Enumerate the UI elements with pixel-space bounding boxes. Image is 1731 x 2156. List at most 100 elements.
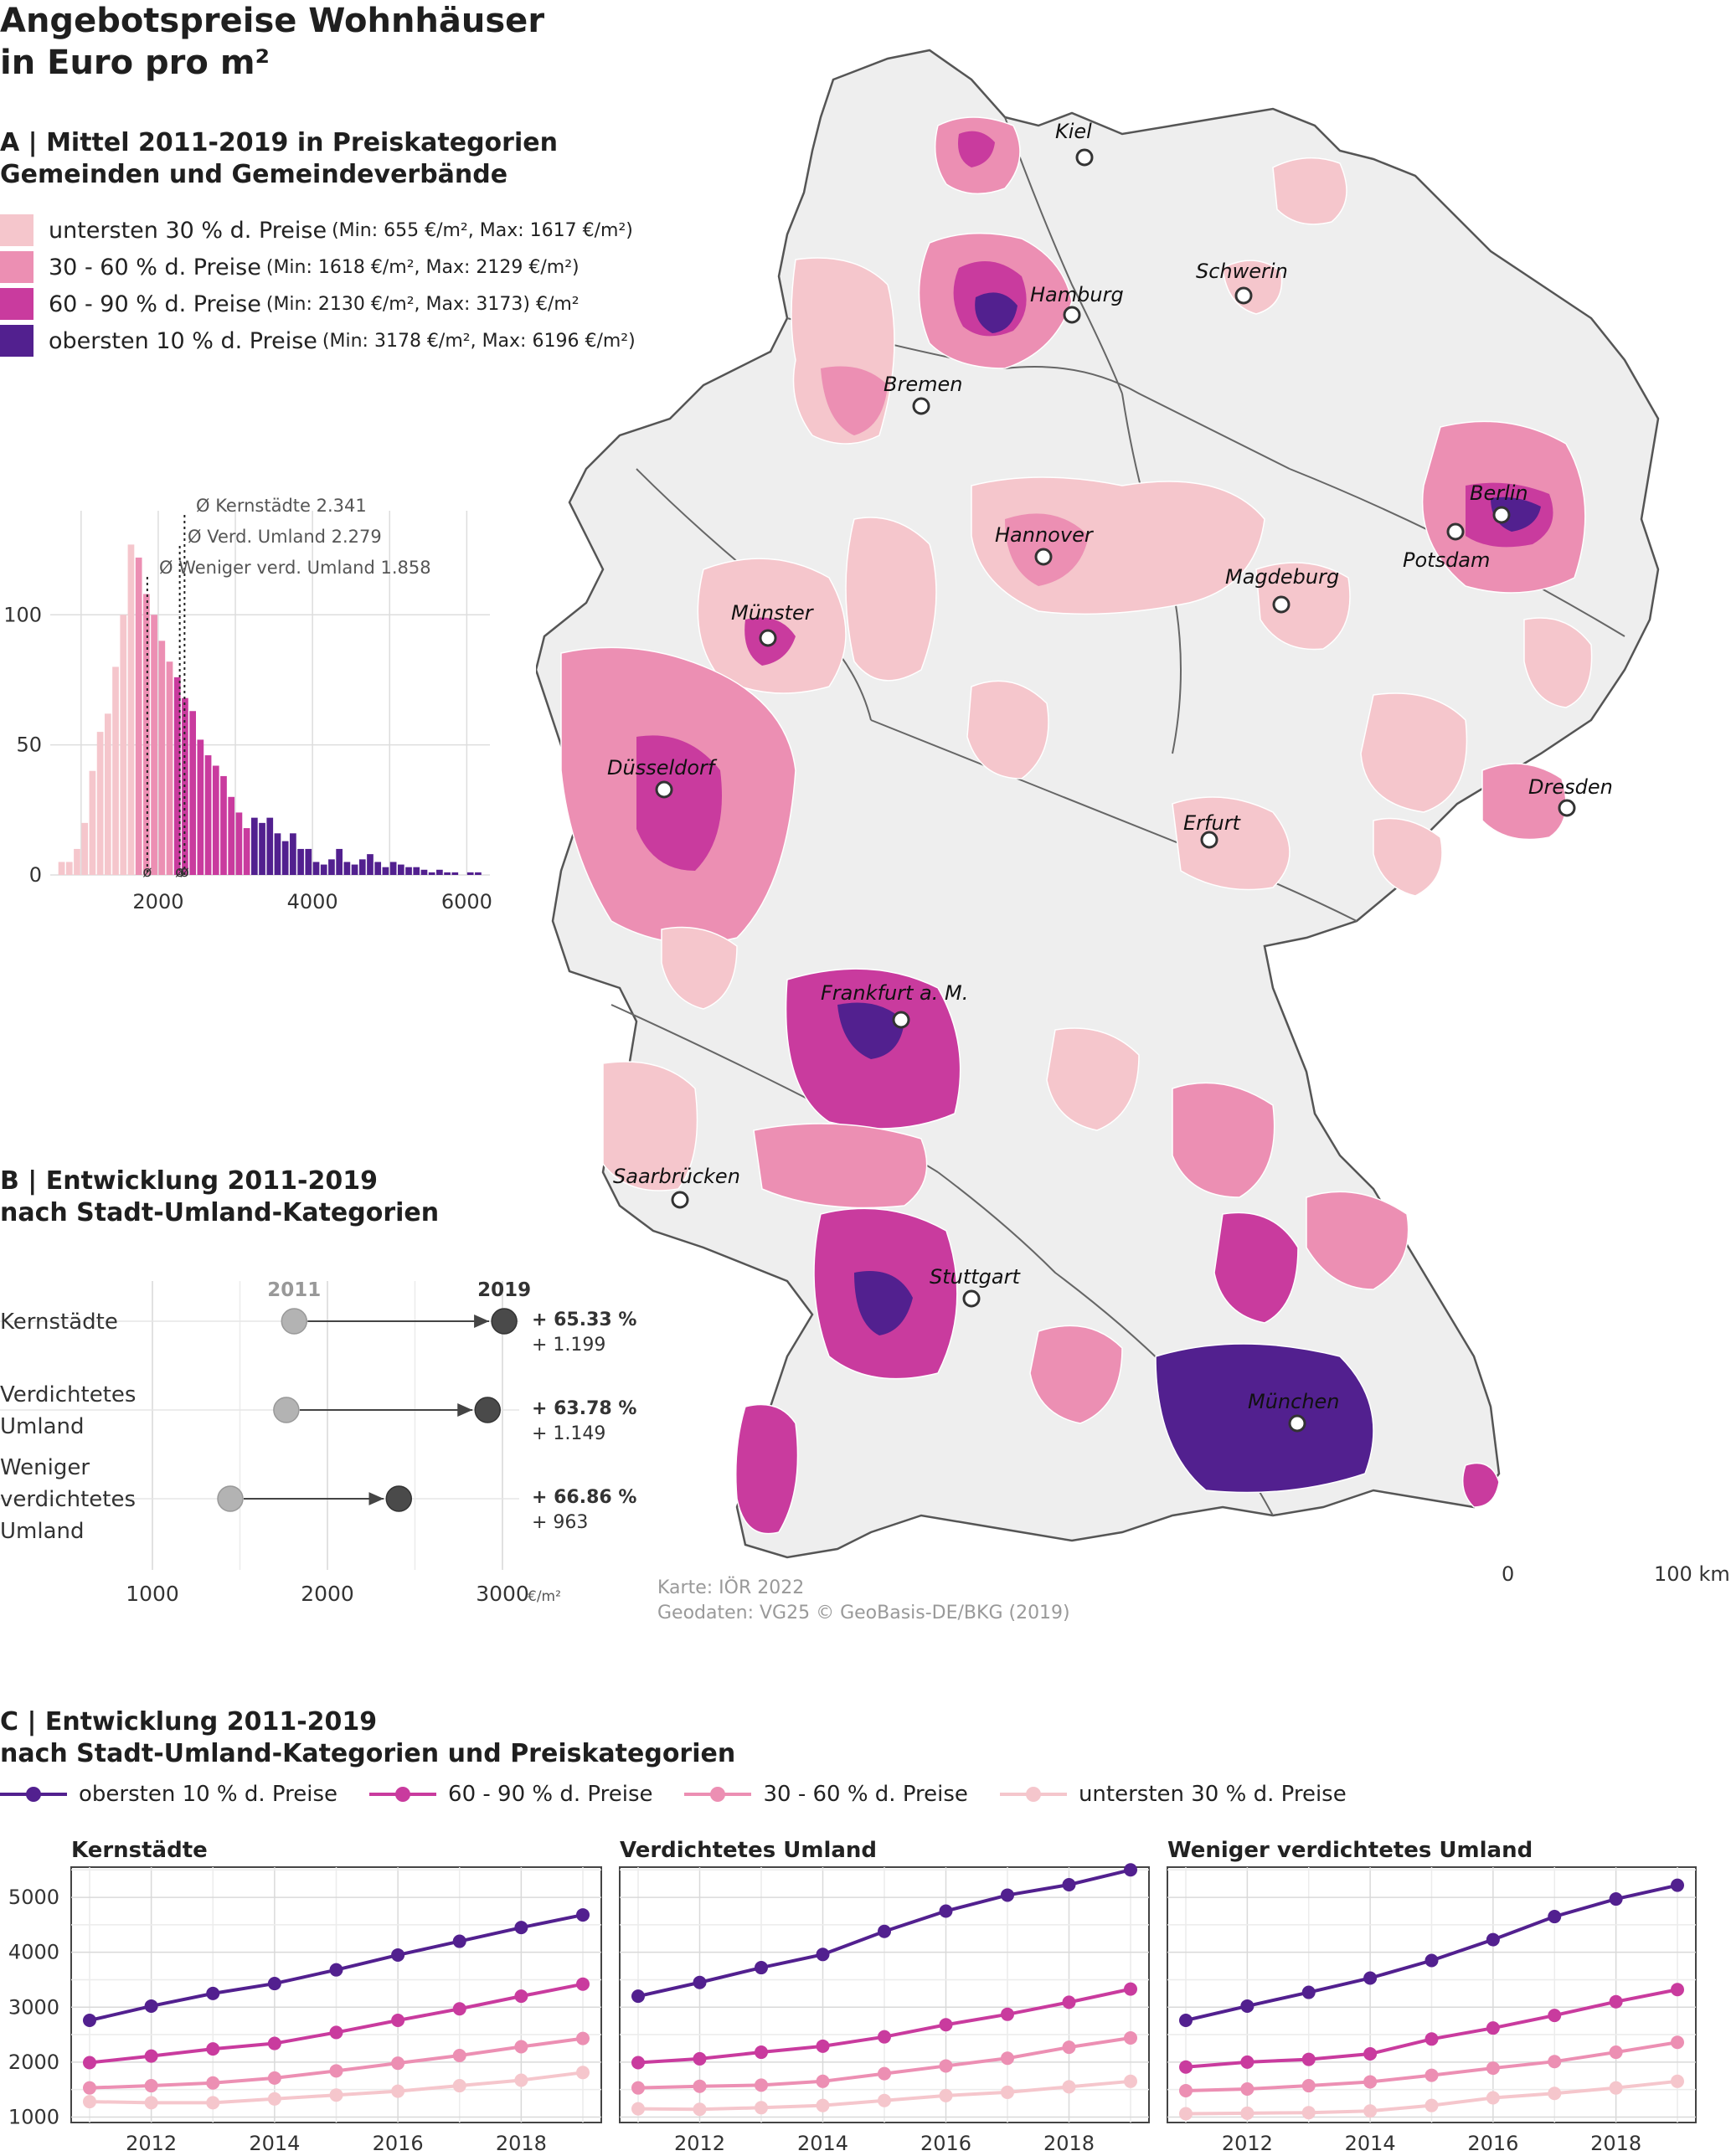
data-point [576, 1977, 590, 1991]
development-dumbbell-chart: Kernstädte + 65.33 % + 1.199 Verdichtetes Um… [0, 1279, 636, 1606]
legend-series-label: 30 - 60 % d. Preise [763, 1782, 968, 1807]
data-point [1671, 1983, 1684, 1997]
x-tick-label: 2014 [249, 2132, 300, 2155]
city-label: Potsdam [1403, 548, 1490, 572]
data-point [83, 2095, 96, 2109]
region-bremen [791, 257, 895, 445]
data-point [1124, 2030, 1137, 2045]
legend-line-marker [0, 1787, 67, 1802]
histogram-bar [127, 544, 135, 875]
legend-item-lowest: untersten 30 % d. Preise (Min: 655 €/m²,… [0, 214, 633, 246]
section-b-title-line-2: nach Stadt-Umland-Kategorien [0, 1198, 440, 1227]
region-stuttgart [813, 1207, 958, 1380]
dumbbell-rows: Kernstädte + 65.33 % + 1.199 Verdichtetes Um… [0, 1308, 636, 1544]
data-point [693, 2102, 707, 2117]
row-label: Umland [0, 1414, 85, 1439]
end-dot [474, 1397, 501, 1423]
data-point [1001, 1888, 1014, 1902]
data-point [1301, 2079, 1316, 2093]
end-dot [385, 1485, 413, 1512]
x-tick-label: 2016 [373, 2132, 424, 2155]
region-muenchen [1155, 1343, 1374, 1494]
histogram-bar [220, 775, 227, 875]
region-regensburg [1306, 1191, 1409, 1290]
data-point [452, 1934, 466, 1948]
data-point [514, 1989, 528, 2004]
section-a-title-line-1: A | Mittel 2011-2019 in Preiskategorien [0, 128, 558, 157]
region-leipzig [1360, 692, 1468, 813]
y-tick-label: 3000 [8, 1995, 59, 2019]
region-passau [1461, 1462, 1500, 1508]
histogram-y-tick: 100 [3, 603, 42, 626]
x-tick-label: 2018 [1043, 2132, 1095, 2155]
data-point [83, 2056, 96, 2070]
panel-title: Weniger verdichtetes Umland [1167, 1838, 1533, 1863]
legend-series-label: untersten 30 % d. Preise [1078, 1782, 1347, 1807]
region-duesseldorf [560, 646, 796, 944]
data-point [1179, 2107, 1193, 2121]
data-point [1179, 2060, 1193, 2074]
scale-label-zero: 0 [1502, 1562, 1515, 1586]
city-dresden: Dresden [1528, 775, 1613, 817]
histogram-bar [305, 848, 312, 875]
city-erfurt: Erfurt [1183, 811, 1242, 849]
city-label: Erfurt [1183, 811, 1242, 835]
region-koblenz [661, 926, 738, 1010]
year-start-label: 2011 [267, 1279, 321, 1301]
row-label: verdichtetes [0, 1487, 136, 1512]
region-saarland [602, 1061, 698, 1191]
histogram-x-tick: 6000 [441, 890, 492, 913]
mean-label-kernstaedte: Ø Kernstädte 2.341 [196, 496, 367, 516]
abs-change: + 1.199 [532, 1335, 605, 1356]
histogram-y-tick: 50 [16, 733, 42, 757]
data-point [1424, 2068, 1439, 2082]
histogram-bar [420, 869, 428, 875]
region-kiel [934, 116, 1021, 195]
city-marker [1034, 548, 1053, 566]
x-tick-label: 2018 [496, 2132, 547, 2155]
data-point [1363, 2104, 1378, 2118]
data-point [1301, 1985, 1316, 1999]
data-point [1424, 2098, 1439, 2112]
legend-range: (Min: 3178 €/m², Max: 6196 €/m²) [322, 330, 636, 352]
data-point [878, 2093, 891, 2107]
legend-line-marker [999, 1787, 1067, 1802]
data-point [631, 2056, 645, 2070]
section-a-title-line-2: Gemeinden und Gemeindeverbände [0, 160, 508, 189]
histogram-x-tick: 2000 [132, 890, 183, 913]
data-point [206, 2076, 220, 2090]
region-magdeburg [1255, 562, 1351, 651]
development-line-charts: Kernstädte 2012 2014 2016 2018 1000 2000 3000 40… [8, 1838, 1697, 2155]
city-marker [962, 1289, 981, 1308]
city-berlin: Berlin [1470, 481, 1528, 524]
pct-change: + 63.78 % [532, 1398, 636, 1419]
city-marker [892, 1011, 910, 1029]
data-point [329, 2025, 343, 2040]
legend-range: (Min: 655 €/m², Max: 1617 €/m²) [332, 219, 633, 241]
data-point [267, 1977, 281, 1991]
data-point [755, 2101, 768, 2115]
x-tick-label: 2016 [1467, 2132, 1518, 2155]
data-point [1548, 2087, 1562, 2101]
data-point [452, 2048, 466, 2062]
dumbbell-row: Verdichtetes Umland + 63.78 % + 1.149 [0, 1382, 636, 1444]
legend-series-upper-mid: 60 - 90 % d. Preise [369, 1782, 652, 1807]
city-label: Düsseldorf [607, 756, 718, 780]
histogram-bar [274, 833, 281, 875]
histogram-bar [143, 594, 150, 875]
legend-range: (Min: 2130 €/m², Max: 3173) €/m² [265, 293, 580, 315]
histogram-bar [367, 854, 374, 875]
x-tick-label: 2014 [1345, 2132, 1396, 2155]
histogram-bar [266, 817, 274, 875]
histogram-bar [158, 641, 166, 875]
dumbbell-row: Kernstädte + 65.33 % + 1.199 [0, 1308, 636, 1356]
data-point [755, 2045, 768, 2060]
mean-label-verd-umland: Ø Verd. Umland 2.279 [188, 527, 382, 547]
data-point [514, 2073, 528, 2087]
section-b-title: B | Entwicklung 2011-2019 nach Stadt-Uml… [0, 1165, 439, 1229]
region-cottbus [1523, 617, 1593, 708]
city-saarbruecken: Saarbrücken [613, 1165, 740, 1209]
city-magdeburg: Magdeburg [1225, 565, 1339, 614]
data-point [1240, 2081, 1254, 2096]
series-legend: obersten 10 % d. Preise 60 - 90 % d. Pre… [0, 1782, 1378, 1807]
